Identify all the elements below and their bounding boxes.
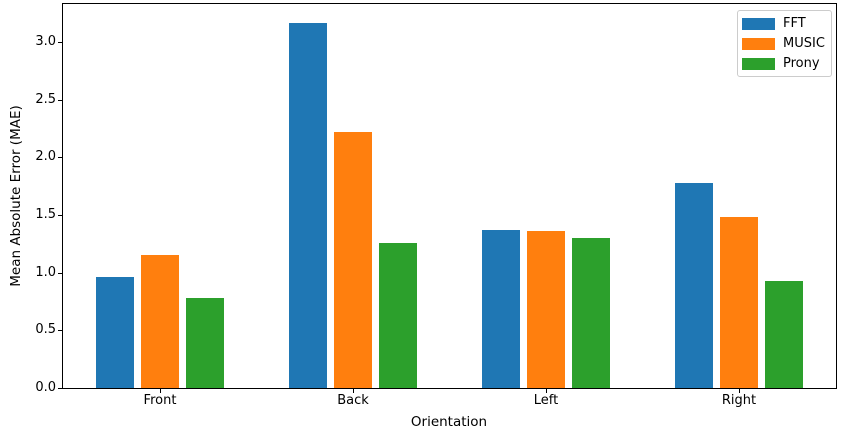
y-tick-mark <box>58 330 62 331</box>
bar-prony-front <box>185 298 224 388</box>
legend-swatch-fft <box>742 17 775 30</box>
legend-item-prony: Prony <box>742 56 827 71</box>
legend-swatch-music <box>742 37 775 50</box>
y-tick-label: 0.5 <box>35 322 56 337</box>
y-tick-label: 0.0 <box>35 380 56 395</box>
y-tick-mark <box>58 388 62 389</box>
x-tick-mark <box>546 389 547 393</box>
x-tick-mark <box>739 389 740 393</box>
bar-fft-left <box>482 230 521 388</box>
x-tick-mark <box>353 389 354 393</box>
bar-music-back <box>333 132 372 388</box>
legend-item-music: MUSIC <box>742 36 827 51</box>
x-tick-label-right: Right <box>721 393 757 408</box>
y-tick-label: 2.5 <box>35 92 56 107</box>
plot-area <box>62 3 837 389</box>
legend-swatch-prony <box>742 57 775 70</box>
legend-label: Prony <box>783 56 820 71</box>
legend-label: MUSIC <box>783 36 825 51</box>
y-tick-mark <box>58 215 62 216</box>
bar-prony-left <box>572 238 611 388</box>
bar-music-front <box>140 255 179 388</box>
x-axis-title: Orientation <box>410 414 488 430</box>
bar-fft-front <box>95 277 134 388</box>
y-tick-mark <box>58 100 62 101</box>
legend-label: FFT <box>783 16 806 31</box>
bar-music-left <box>527 231 566 388</box>
bar-prony-right <box>765 280 804 388</box>
y-tick-mark <box>58 157 62 158</box>
y-tick-label: 1.5 <box>35 207 56 222</box>
y-tick-label: 3.0 <box>35 34 56 49</box>
bar-fft-back <box>288 22 327 388</box>
bar-fft-right <box>675 182 714 388</box>
legend-item-fft: FFT <box>742 16 827 31</box>
y-tick-label: 1.0 <box>35 265 56 280</box>
legend: FFT MUSIC Prony <box>737 10 832 77</box>
x-tick-mark <box>160 389 161 393</box>
bar-music-right <box>720 217 759 388</box>
y-tick-mark <box>58 273 62 274</box>
x-tick-label-back: Back <box>337 393 369 408</box>
y-axis-title: Mean Absolute Error (MAE) <box>8 105 24 287</box>
bar-prony-back <box>378 242 417 388</box>
x-tick-label-left: Left <box>533 393 559 408</box>
y-tick-mark <box>58 42 62 43</box>
y-tick-label: 2.0 <box>35 149 56 164</box>
x-tick-label-front: Front <box>143 393 177 408</box>
